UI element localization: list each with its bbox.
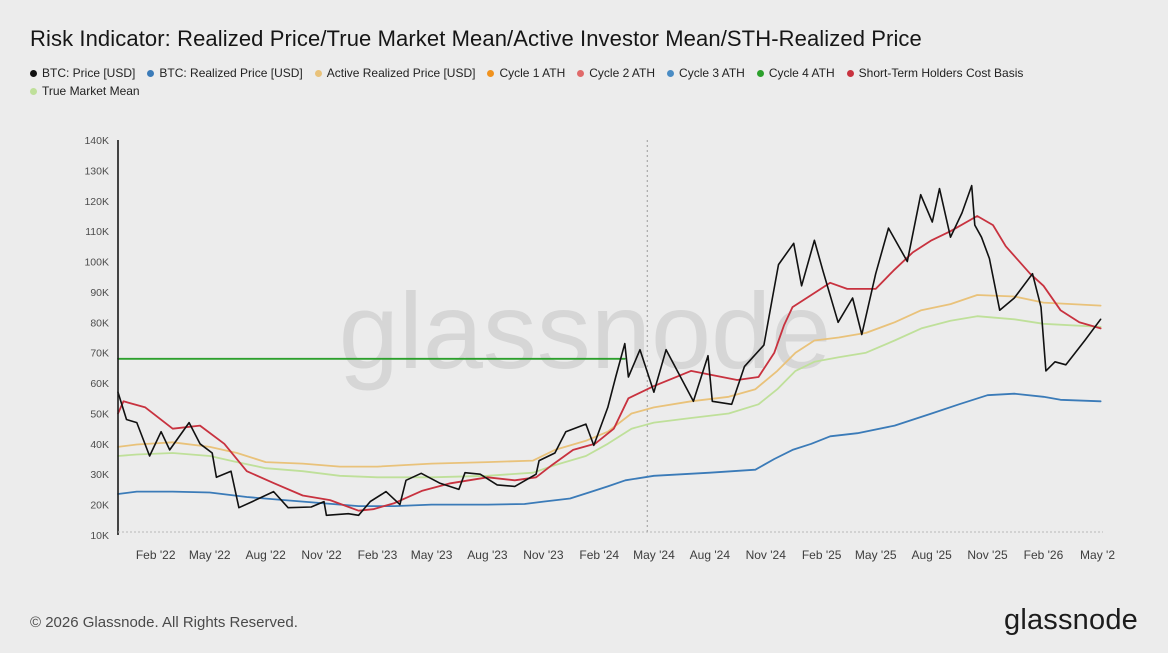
y-tick-label: 120K bbox=[84, 196, 109, 208]
y-tick-label: 140K bbox=[84, 135, 109, 147]
legend-item[interactable]: Short-Term Holders Cost Basis bbox=[846, 66, 1024, 81]
y-tick-label: 40K bbox=[90, 439, 109, 451]
legend-marker-icon bbox=[147, 70, 155, 77]
legend-label: Short-Term Holders Cost Basis bbox=[858, 66, 1024, 80]
legend-label: BTC: Price [USD] bbox=[42, 66, 136, 80]
y-tick-label: 80K bbox=[90, 317, 109, 329]
glassnode-logo[interactable]: glassnode bbox=[1003, 604, 1138, 636]
x-tick-label: Aug '24 bbox=[690, 548, 731, 562]
chart-title: Risk Indicator: Realized Price/True Mark… bbox=[30, 26, 922, 51]
legend-marker-icon bbox=[487, 70, 495, 77]
series-line-active-realized-price-usd bbox=[117, 294, 1102, 468]
x-tick-label: Feb '23 bbox=[358, 548, 398, 562]
chart-canvas: glassnode 10K 20K 30K 40K 50K 60K 70K 80K 90K 100… bbox=[84, 135, 1115, 562]
x-tick-label: Feb '22 bbox=[136, 548, 176, 562]
x-tick-label: Aug '22 bbox=[245, 548, 286, 562]
legend-item[interactable]: Cycle 4 ATH bbox=[756, 66, 835, 81]
x-tick-label: Feb '24 bbox=[579, 548, 619, 562]
y-tick-label: 30K bbox=[90, 469, 109, 481]
legend-label: Cycle 3 ATH bbox=[679, 66, 745, 80]
y-tick-label: 90K bbox=[90, 287, 109, 299]
y-tick-label: 50K bbox=[90, 408, 109, 420]
legend-item[interactable]: Active Realized Price [USD] bbox=[314, 66, 476, 81]
x-tick-label: Aug '23 bbox=[467, 548, 508, 562]
y-tick-label: 60K bbox=[90, 378, 109, 390]
y-tick-label: 110K bbox=[85, 226, 109, 238]
legend-marker-icon bbox=[30, 88, 37, 95]
x-tick-label: Nov '23 bbox=[523, 548, 564, 562]
y-tick-label: 20K bbox=[90, 500, 109, 512]
series-line-btc-price-usd bbox=[117, 184, 1102, 517]
legend-label: Cycle 2 ATH bbox=[589, 66, 656, 80]
x-tick-label: Aug '25 bbox=[911, 548, 952, 562]
legend-item[interactable]: BTC: Realized Price [USD] bbox=[147, 66, 303, 81]
x-tick-label: Feb '25 bbox=[802, 548, 842, 562]
legend-item[interactable]: Cycle 1 ATH bbox=[487, 66, 565, 81]
y-tick-label: 100K bbox=[84, 257, 109, 269]
y-tick-label: 130K bbox=[84, 165, 109, 177]
legend-label: BTC: Realized Price [USD] bbox=[159, 66, 303, 80]
series-line-true-market-mean bbox=[117, 315, 1102, 479]
legend-item[interactable]: True Market Mean bbox=[30, 84, 140, 99]
copyright-text: © 2026 Glassnode. All Rights Reserved. bbox=[30, 614, 298, 631]
legend-marker-icon bbox=[846, 70, 854, 77]
chart-legend: BTC: Price [USD] BTC: Realized Price [USD… bbox=[30, 66, 1130, 99]
glassnode-watermark: glassnode bbox=[339, 270, 831, 391]
legend-marker-icon bbox=[30, 70, 37, 77]
x-tick-label: Nov '24 bbox=[746, 548, 787, 562]
x-tick-label: Feb '26 bbox=[1024, 548, 1064, 562]
legend-item[interactable]: Cycle 2 ATH bbox=[577, 66, 655, 81]
x-tick-label: May '23 bbox=[411, 548, 453, 562]
x-tick-label: May '24 bbox=[633, 548, 675, 562]
legend-item[interactable]: BTC: Price [USD] bbox=[30, 66, 135, 81]
legend-label: Active Realized Price [USD] bbox=[326, 66, 476, 80]
y-tick-label: 10K bbox=[90, 530, 109, 542]
legend-label: Cycle 1 ATH bbox=[499, 66, 566, 80]
legend-item[interactable]: Cycle 3 ATH bbox=[667, 66, 745, 81]
legend-marker-icon bbox=[314, 70, 322, 77]
x-axis: Feb '22 May '22 Aug '22 Nov '22 Feb '23 May '… bbox=[136, 548, 1115, 562]
x-tick-label: May '2 bbox=[1080, 548, 1115, 562]
series-line-short-term-holders-cost-basis bbox=[117, 215, 1102, 512]
legend-marker-icon bbox=[756, 70, 764, 77]
legend-label: True Market Mean bbox=[42, 84, 140, 98]
legend-label: Cycle 4 ATH bbox=[768, 66, 835, 80]
x-tick-label: Nov '22 bbox=[301, 548, 342, 562]
series-line-btc-realized-price-usd bbox=[117, 392, 1102, 508]
y-axis: 10K 20K 30K 40K 50K 60K 70K 80K 90K 100K 110K 120K 1… bbox=[84, 135, 109, 542]
x-tick-label: Nov '25 bbox=[967, 548, 1008, 562]
x-tick-label: May '22 bbox=[189, 548, 231, 562]
y-tick-label: 70K bbox=[90, 348, 109, 360]
x-tick-label: May '25 bbox=[855, 548, 897, 562]
series-layer bbox=[117, 184, 1102, 517]
legend-marker-icon bbox=[667, 70, 675, 77]
legend-marker-icon bbox=[577, 70, 585, 77]
